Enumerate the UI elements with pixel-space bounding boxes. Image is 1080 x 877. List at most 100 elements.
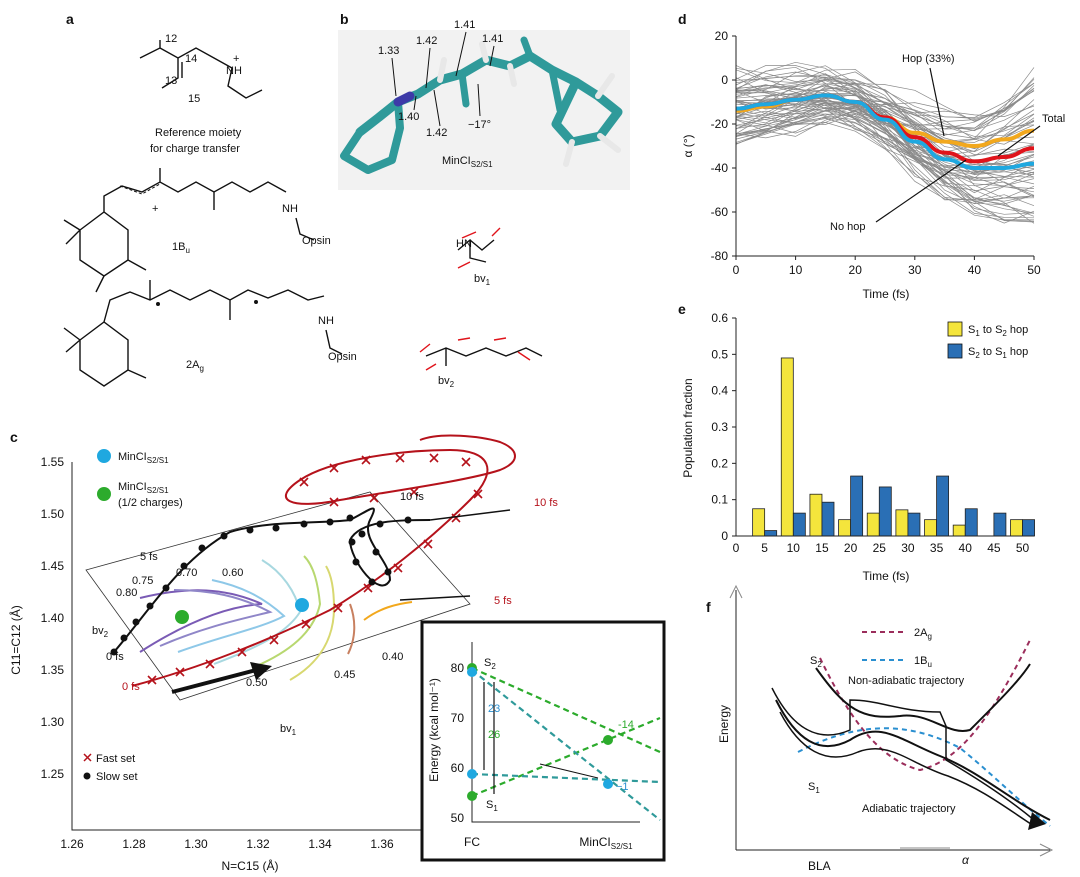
bond-length-1: 1.33 <box>378 45 399 57</box>
c-xtick: 1.28 <box>122 837 146 851</box>
e-bar-s1-to-s2 <box>866 512 880 537</box>
d-trajectory-line <box>735 61 1035 145</box>
e-xtick-label: 45 <box>987 541 1001 555</box>
panel-f: f BLA α Energy 2Ag 1Bu S2 S1 Non-adiabat… <box>706 584 1054 873</box>
bv2-structure <box>425 347 543 366</box>
contour-045: 0.45 <box>334 669 355 681</box>
c-red-time-5: 5 fs <box>494 595 512 607</box>
inset-path-arrow <box>539 763 599 779</box>
c-bv1-axis: bv1 <box>280 723 297 737</box>
c-legend-green-note: (1/2 charges) <box>118 497 183 509</box>
c-xtick: 1.30 <box>184 837 208 851</box>
bond-length-2: 1.42 <box>416 35 437 47</box>
c-ytick: 1.40 <box>41 611 65 625</box>
e-xtick-label: 15 <box>815 541 829 555</box>
panel-a-label: a <box>66 11 74 27</box>
ref-number-12: 12 <box>165 33 177 45</box>
d-annot-hop-line <box>929 67 945 137</box>
e-xtick-label: 0 <box>733 541 740 555</box>
c-ytick: 1.45 <box>41 559 65 573</box>
c-minci-half-charge-point <box>175 610 189 624</box>
e-xtick-label: 30 <box>901 541 915 555</box>
c-fast-trajectory <box>131 434 516 687</box>
2ag-structure <box>63 280 325 387</box>
reference-moiety-tail <box>227 67 263 99</box>
d-trajectory-line <box>735 101 1035 205</box>
bv2-arrows <box>419 337 531 371</box>
ref-nh: NH <box>226 65 242 77</box>
e-axes: 0 5 10 15 20 25 30 35 40 45 50 0 0.1 0.2 0.3 0.4 0.5 0.6 <box>711 311 1034 555</box>
d-annot-total: Total <box>1042 113 1065 125</box>
e-ytick-label: 0.1 <box>711 493 728 507</box>
panel-c-yticks: 1.55 1.50 1.45 1.40 1.35 1.30 1.25 <box>41 455 65 781</box>
c-xtick: 1.26 <box>60 837 84 851</box>
d-trajectory-bundle <box>735 61 1035 224</box>
inset-point <box>467 769 477 779</box>
c-5fs-leader <box>399 595 471 601</box>
ref-number-13: 13 <box>165 75 177 87</box>
torsion-angle: −17° <box>468 119 491 131</box>
f-s1-surface <box>775 699 1051 821</box>
inset-green-s2 <box>471 666 661 754</box>
e-bar-s1-to-s2 <box>809 493 823 537</box>
e-bar-s1-to-s2 <box>780 357 794 537</box>
inset-point <box>467 791 477 801</box>
inset-s2-label: S2 <box>484 657 496 671</box>
e-bar-s2-to-s1 <box>878 486 892 537</box>
e-bar-s1-to-s2 <box>895 509 909 537</box>
c-10fs-leader <box>429 509 511 521</box>
d-ytick-label: -60 <box>711 205 729 219</box>
e-legend-yellow: S1 to S2 hop <box>968 324 1028 338</box>
c-ytick: 1.35 <box>41 663 65 677</box>
1bu-nh: NH <box>282 203 298 215</box>
d-ylabel: α (°) <box>681 134 695 157</box>
d-trajectory-line <box>735 84 1035 205</box>
e-legend-blue: S2 to S1 hop <box>968 346 1028 360</box>
d-trajectory-line <box>735 110 1035 201</box>
d-annot-total-line <box>997 125 1041 157</box>
d-annot-nohop: No hop <box>830 221 865 233</box>
d-trajectory-line <box>735 85 1035 132</box>
2ag-opsin: Opsin <box>328 351 357 363</box>
f-legend-2ag: 2Ag <box>914 627 932 641</box>
f-xlabel-alpha: α <box>962 853 970 867</box>
inset-s1-label: S1 <box>486 799 498 813</box>
1bu-dashed-bond <box>119 183 161 195</box>
panel-d-label: d <box>678 11 687 27</box>
c-ylabel: C11=C12 (Å) <box>8 605 23 674</box>
inset-val-green: -14 <box>618 719 634 731</box>
ref-number-14: 14 <box>185 53 197 65</box>
f-adiabatic-label: Adiabatic trajectory <box>862 803 956 815</box>
ref-caption-2: for charge transfer <box>150 143 240 155</box>
bv1-structure <box>457 239 495 263</box>
e-bar-s1-to-s2 <box>924 519 937 537</box>
d-trajectory-line <box>735 122 1035 222</box>
2ag-radical-dot-2 <box>254 300 258 304</box>
inset-ytick: 80 <box>451 661 465 675</box>
e-xtick-label: 5 <box>761 541 768 555</box>
e-bar-s2-to-s1 <box>764 530 778 537</box>
d-trajectory-line <box>735 110 1035 167</box>
e-xtick-label: 40 <box>959 541 973 555</box>
c-slow-trajectory <box>113 507 431 653</box>
e-bar-s2-to-s1 <box>993 512 1007 537</box>
inset-point <box>603 735 613 745</box>
c-direction-arrowhead <box>250 662 272 680</box>
e-ytick-label: 0.4 <box>711 384 728 398</box>
c-black-time-0: 0 fs <box>106 651 124 663</box>
e-legend-blue-swatch <box>947 343 963 359</box>
d-ytick-label: -80 <box>711 249 729 263</box>
d-trajectory-line <box>735 83 1035 130</box>
f-1bu-curve <box>797 727 1051 827</box>
inset-ytick: 60 <box>451 761 465 775</box>
ref-caption-1: Reference moiety <box>155 127 242 139</box>
c-legend-blue: MinCIS2/S1 <box>118 451 169 465</box>
c-inset-axes <box>471 642 640 823</box>
c-direction-arrow <box>171 668 257 694</box>
f-nonadiabatic-path <box>771 687 1035 821</box>
f-ylabel: Energy <box>717 705 731 743</box>
c-inset-frame <box>420 620 666 862</box>
bond-length-6: 1.42 <box>426 127 447 139</box>
bv1-label: bv1 <box>474 273 491 287</box>
